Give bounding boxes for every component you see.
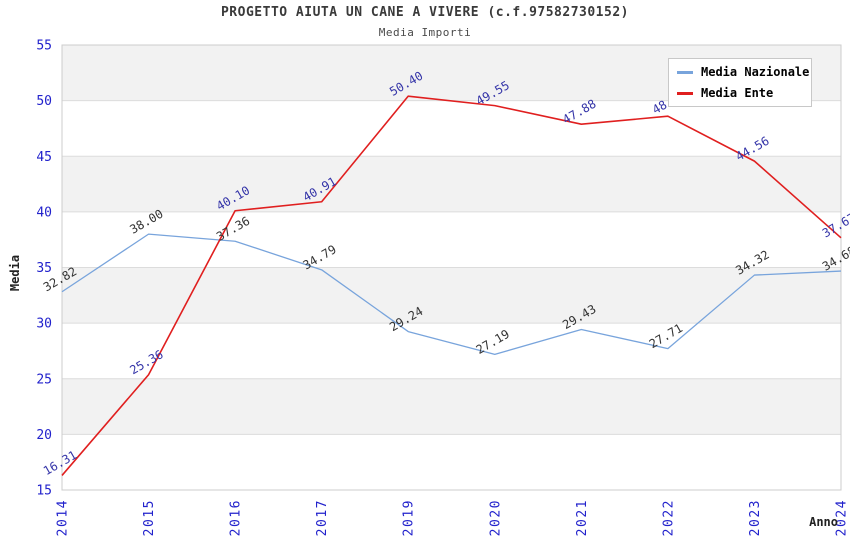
y-tick-label: 35	[36, 261, 52, 276]
chart-subtitle: Media Importi	[378, 26, 472, 39]
x-tick-label: 2021	[575, 499, 590, 536]
x-tick-label: 2020	[488, 499, 503, 536]
y-tick-label: 15	[36, 484, 52, 499]
data-label: 16.31	[41, 448, 79, 478]
data-label: 37.36	[214, 214, 252, 244]
y-tick-label: 20	[36, 428, 52, 443]
y-tick-label: 40	[36, 205, 52, 220]
x-tick-label: 2024	[835, 499, 850, 536]
plot-band	[62, 267, 841, 324]
y-tick-label: 45	[36, 150, 52, 165]
data-label: 27.19	[474, 327, 512, 357]
legend-swatch-media-ente	[677, 91, 693, 95]
x-tick-label: 2022	[661, 499, 676, 536]
y-axis-title: Media	[8, 254, 22, 292]
y-tick-label: 30	[36, 317, 52, 332]
x-tick-label: 2023	[748, 499, 763, 536]
legend-swatch-media-nazionale	[677, 70, 693, 74]
legend-item-media-ente: Media Ente	[677, 86, 803, 100]
legend: Media Nazionale Media Ente	[668, 58, 812, 107]
legend-label: Media Nazionale	[701, 65, 810, 79]
plot-band	[62, 378, 841, 435]
data-label: 27.71	[647, 321, 685, 351]
y-tick-label: 55	[36, 39, 52, 54]
series-line-media-nazionale	[61, 233, 842, 356]
x-tick-label: 2014	[56, 499, 71, 536]
plot-border	[61, 44, 842, 491]
data-label: 47.88	[560, 97, 598, 127]
legend-item-media-nazionale: Media Nazionale	[677, 65, 809, 79]
x-tick-label: 2019	[402, 499, 417, 536]
data-label: 25.36	[127, 347, 165, 377]
plot-band	[62, 156, 841, 212]
y-tick-label: 50	[36, 94, 52, 109]
x-tick-label: 2015	[142, 499, 157, 536]
x-tick-label: 2017	[315, 499, 330, 536]
chart-title: PROGETTO AIUTA UN CANE A VIVERE (c.f.975…	[220, 5, 629, 20]
series-line-media-ente	[61, 95, 842, 476]
x-axis-title: Anno	[809, 515, 838, 529]
data-label: 37.67	[820, 210, 850, 240]
y-tick-label: 25	[36, 372, 52, 387]
legend-label: Media Ente	[701, 86, 774, 100]
x-tick-label: 2016	[229, 499, 244, 536]
